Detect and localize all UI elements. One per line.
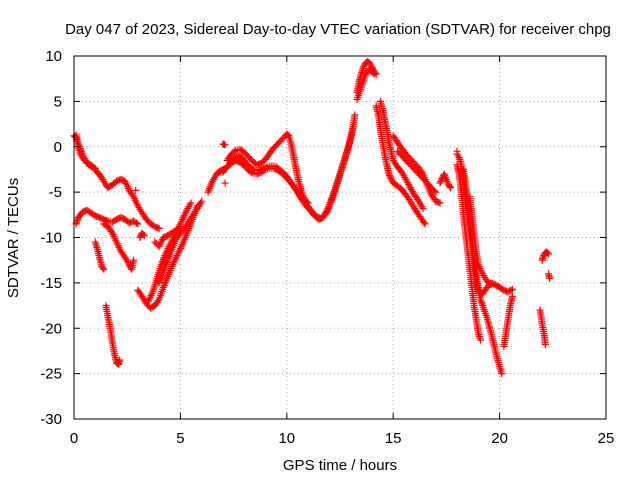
data-point	[370, 70, 378, 78]
data-point	[430, 187, 438, 195]
data-point	[247, 168, 255, 176]
data-point	[545, 250, 553, 258]
data-point	[81, 156, 89, 164]
y-axis-label: SDTVAR / TECUs	[5, 178, 22, 298]
data-point	[385, 170, 393, 178]
data-point	[140, 232, 148, 240]
y-ticks: -30 -25 -20 -15 -10 -5 0 5 10	[40, 48, 606, 428]
x-tick-label: 25	[598, 430, 615, 447]
data-point	[405, 180, 413, 188]
x-ticks: 0 5 10 15 20 25	[70, 56, 615, 447]
data-point	[432, 188, 440, 196]
data-point	[154, 297, 162, 305]
y-tick-label: 0	[54, 139, 62, 156]
data-point	[130, 256, 138, 264]
data-point	[198, 197, 206, 205]
data-point	[132, 186, 140, 194]
y-tick-label: -5	[49, 184, 62, 201]
data-point	[323, 208, 331, 216]
y-tick-label: -15	[40, 275, 62, 292]
data-point	[437, 178, 445, 186]
data-point	[387, 175, 395, 183]
data-point	[303, 198, 311, 206]
data-point	[116, 356, 124, 364]
data-point	[447, 184, 455, 192]
data-point	[386, 173, 394, 181]
data-point	[154, 224, 162, 232]
data-point	[508, 292, 516, 300]
data-point	[546, 274, 554, 282]
data-point	[324, 206, 332, 214]
data-point	[507, 286, 515, 294]
data-point	[404, 179, 412, 187]
data-point	[100, 265, 108, 273]
data-point	[175, 224, 183, 232]
data-point	[403, 177, 411, 185]
y-tick-label: -30	[40, 411, 62, 428]
data-point	[476, 336, 484, 344]
data-point	[99, 264, 107, 272]
data-point	[221, 141, 229, 149]
data-point	[351, 111, 359, 119]
data-point	[508, 285, 516, 293]
x-tick-label: 5	[176, 430, 184, 447]
x-tick-label: 20	[491, 430, 508, 447]
data-point	[176, 223, 184, 231]
grid	[74, 56, 606, 419]
chart-title: Day 047 of 2023, Sidereal Day-to-day VTE…	[65, 21, 611, 38]
data-point	[486, 279, 494, 287]
y-tick-label: 10	[45, 48, 62, 65]
x-tick-label: 10	[278, 430, 295, 447]
data-point	[230, 148, 238, 156]
x-axis-label: GPS time / hours	[283, 457, 397, 474]
data-point	[90, 163, 98, 171]
data-point	[187, 199, 195, 207]
data-point	[420, 219, 428, 227]
data-point	[436, 199, 444, 207]
data-point	[136, 234, 144, 241]
data-point	[419, 204, 427, 212]
data-point	[446, 182, 454, 190]
data-point	[134, 220, 142, 228]
data-point	[322, 209, 330, 217]
data-point	[221, 179, 229, 187]
data-point	[386, 171, 394, 179]
data-point	[437, 176, 445, 184]
data-point	[541, 341, 549, 349]
data-point	[369, 69, 377, 77]
data-points	[70, 57, 554, 378]
data-point	[132, 219, 140, 227]
data-point	[155, 224, 163, 232]
data-point	[487, 281, 495, 289]
y-tick-label: -10	[40, 230, 62, 247]
data-point	[91, 165, 99, 173]
data-point	[436, 179, 444, 187]
y-tick-label: 5	[54, 93, 62, 110]
data-point	[260, 166, 268, 174]
y-tick-label: -20	[40, 320, 62, 337]
data-point	[435, 198, 443, 206]
data-point	[453, 147, 461, 155]
data-point	[498, 370, 506, 378]
x-tick-label: 15	[385, 430, 402, 447]
x-tick-label: 0	[70, 430, 78, 447]
data-point	[388, 176, 396, 184]
data-point	[402, 175, 410, 183]
data-point	[325, 204, 333, 212]
data-point	[543, 249, 551, 257]
data-point	[304, 199, 312, 207]
data-point	[139, 230, 147, 238]
data-point	[81, 155, 89, 163]
data-point	[321, 211, 329, 219]
data-point	[284, 131, 292, 139]
y-tick-label: -25	[40, 366, 62, 383]
data-point	[421, 220, 429, 228]
data-point	[349, 123, 357, 131]
